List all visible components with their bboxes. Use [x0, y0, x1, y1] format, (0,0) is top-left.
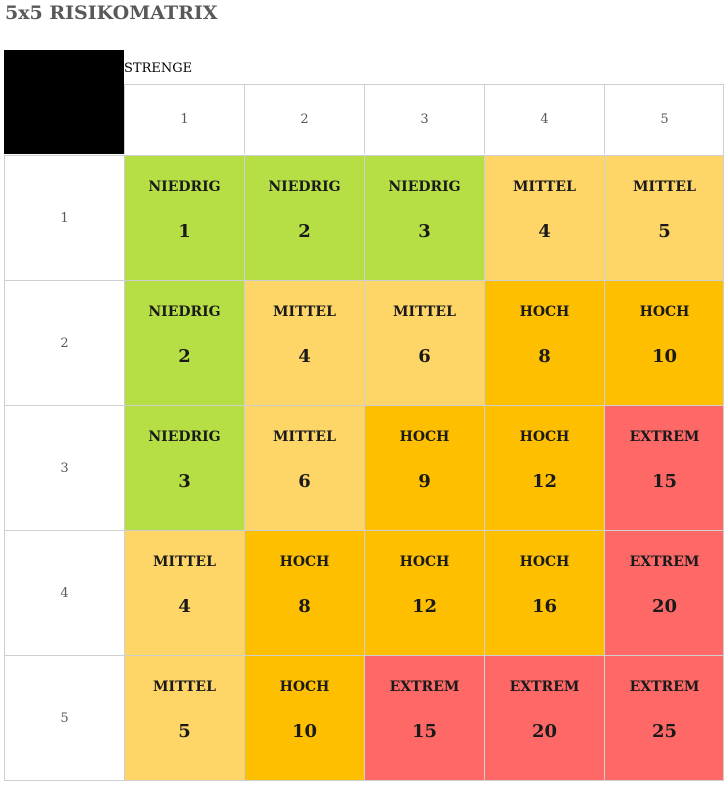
column-header: 1 [124, 84, 244, 154]
column-header: 4 [484, 84, 604, 154]
risk-cell: MITTEL 5 [124, 655, 244, 780]
risk-score: 9 [418, 471, 431, 492]
risk-level-label: EXTREM [389, 679, 460, 695]
risk-score: 20 [531, 721, 558, 742]
risk-cell: HOCH 12 [364, 530, 484, 655]
risk-score: 15 [651, 471, 678, 492]
risk-level-label: NIEDRIG [268, 179, 341, 195]
risk-score: 2 [298, 221, 311, 242]
risk-cell: EXTREM 15 [364, 655, 484, 780]
risk-level-label: NIEDRIG [148, 429, 221, 445]
risk-level-label: NIEDRIG [148, 179, 221, 195]
risk-score: 10 [291, 721, 318, 742]
risk-cell: MITTEL 4 [244, 280, 364, 405]
risk-score: 12 [411, 596, 438, 617]
risk-cell: HOCH 8 [244, 530, 364, 655]
risk-cell: MITTEL 5 [604, 155, 724, 280]
row-header: 2 [4, 280, 124, 405]
risk-score: 3 [178, 471, 191, 492]
risk-level-label: HOCH [399, 429, 450, 445]
risk-cell: NIEDRIG 2 [124, 280, 244, 405]
column-header: 2 [244, 84, 364, 154]
risk-level-label: MITTEL [153, 554, 216, 570]
risk-cell: NIEDRIG 3 [124, 405, 244, 530]
risk-level-label: HOCH [519, 554, 570, 570]
risk-level-label: MITTEL [273, 304, 336, 320]
risk-cell: HOCH 9 [364, 405, 484, 530]
risk-score: 6 [418, 346, 431, 367]
risk-level-label: MITTEL [513, 179, 576, 195]
risk-level-label: HOCH [639, 304, 690, 320]
risk-score: 4 [178, 596, 191, 617]
severity-axis-label: STRENGE [124, 61, 193, 76]
risk-cell: EXTREM 20 [484, 655, 604, 780]
risk-level-label: EXTREM [629, 554, 700, 570]
risk-cell: MITTEL 4 [484, 155, 604, 280]
risk-score: 5 [658, 221, 671, 242]
matrix-corner-block [4, 50, 124, 154]
risk-score: 2 [178, 346, 191, 367]
risk-cell: MITTEL 6 [244, 405, 364, 530]
risk-cell: HOCH 8 [484, 280, 604, 405]
risk-cell: HOCH 10 [244, 655, 364, 780]
risk-score: 8 [298, 596, 311, 617]
risk-score: 12 [531, 471, 558, 492]
risk-level-label: HOCH [519, 304, 570, 320]
risk-level-label: MITTEL [273, 429, 336, 445]
risk-cell: EXTREM 20 [604, 530, 724, 655]
risk-matrix: STRENGE 1 2 3 4 5 1 2 3 4 5 NIEDRIG 1 NIED… [4, 50, 724, 781]
risk-level-label: HOCH [279, 554, 330, 570]
row-header: 3 [4, 405, 124, 530]
risk-score: 5 [178, 721, 191, 742]
risk-cell: HOCH 12 [484, 405, 604, 530]
risk-level-label: NIEDRIG [388, 179, 461, 195]
risk-cell: EXTREM 25 [604, 655, 724, 780]
row-header: 1 [4, 155, 124, 280]
risk-score: 15 [411, 721, 438, 742]
risk-score: 1 [178, 221, 191, 242]
risk-score: 6 [298, 471, 311, 492]
risk-cell: MITTEL 6 [364, 280, 484, 405]
risk-score: 20 [651, 596, 678, 617]
risk-cell: NIEDRIG 3 [364, 155, 484, 280]
risk-cell: NIEDRIG 1 [124, 155, 244, 280]
risk-score: 4 [298, 346, 311, 367]
risk-level-label: HOCH [519, 429, 570, 445]
risk-cell: HOCH 16 [484, 530, 604, 655]
risk-level-label: EXTREM [629, 429, 700, 445]
grid-border-right [723, 84, 724, 781]
risk-score: 4 [538, 221, 551, 242]
column-header: 3 [364, 84, 484, 154]
row-header: 5 [4, 655, 124, 780]
risk-score: 16 [531, 596, 558, 617]
risk-cell: HOCH 10 [604, 280, 724, 405]
risk-score: 3 [418, 221, 431, 242]
risk-score: 10 [651, 346, 678, 367]
risk-cell: NIEDRIG 2 [244, 155, 364, 280]
column-header: 5 [604, 84, 724, 154]
risk-level-label: MITTEL [633, 179, 696, 195]
risk-score: 25 [651, 721, 678, 742]
risk-cell: MITTEL 4 [124, 530, 244, 655]
risk-level-label: HOCH [279, 679, 330, 695]
risk-level-label: MITTEL [153, 679, 216, 695]
risk-level-label: EXTREM [509, 679, 580, 695]
page-title: 5x5 RISIKOMATRIX [5, 2, 218, 24]
grid-border-bottom [4, 780, 724, 781]
row-header: 4 [4, 530, 124, 655]
risk-score: 8 [538, 346, 551, 367]
risk-level-label: HOCH [399, 554, 450, 570]
risk-level-label: NIEDRIG [148, 304, 221, 320]
risk-level-label: MITTEL [393, 304, 456, 320]
risk-level-label: EXTREM [629, 679, 700, 695]
risk-cell: EXTREM 15 [604, 405, 724, 530]
